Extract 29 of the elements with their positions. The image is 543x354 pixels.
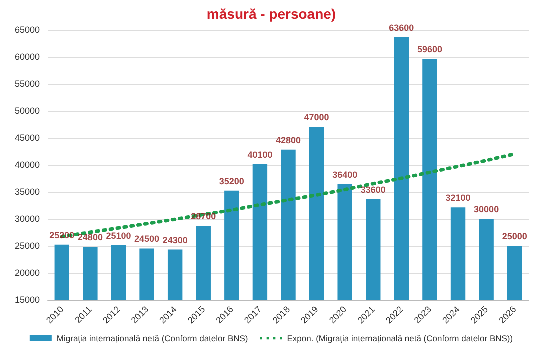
data-label: 40100 — [248, 150, 273, 160]
y-tick-label: 65000 — [14, 25, 40, 35]
y-tick-label: 25000 — [14, 241, 40, 251]
data-label: 36400 — [332, 170, 358, 180]
chart-title: măsură - persoane) — [206, 6, 336, 22]
y-tick-label: 45000 — [14, 133, 40, 143]
y-tick-label: 40000 — [14, 160, 40, 170]
data-label: 24300 — [162, 235, 188, 246]
data-label: 25100 — [106, 230, 132, 241]
data-label: 35200 — [219, 176, 244, 186]
data-label: 59600 — [417, 44, 442, 55]
data-label: 30000 — [474, 204, 500, 214]
data-label: 47000 — [304, 112, 330, 123]
y-tick-label: 50000 — [14, 106, 40, 116]
data-label: 24800 — [78, 232, 103, 243]
y-tick-label: 55000 — [14, 79, 40, 89]
y-tick-label: 30000 — [14, 214, 40, 224]
legend-label: Expon. (Migrația internațională netă (Conform datelor BNS)) — [287, 334, 514, 344]
data-label: 33600 — [360, 185, 386, 196]
legend-label: Migrația internațională netă (Conform datelor BNS) — [56, 334, 248, 344]
y-tick-label: 35000 — [14, 187, 40, 197]
y-tick-label: 60000 — [14, 52, 40, 62]
data-label: 25000 — [502, 232, 528, 242]
data-label: 32100 — [446, 193, 471, 204]
data-label: 24500 — [134, 234, 160, 244]
y-tick-label: 15000 — [14, 295, 40, 305]
y-tick-label: 20000 — [14, 268, 40, 278]
data-label: 63600 — [389, 23, 414, 34]
data-label: 42800 — [276, 135, 302, 146]
